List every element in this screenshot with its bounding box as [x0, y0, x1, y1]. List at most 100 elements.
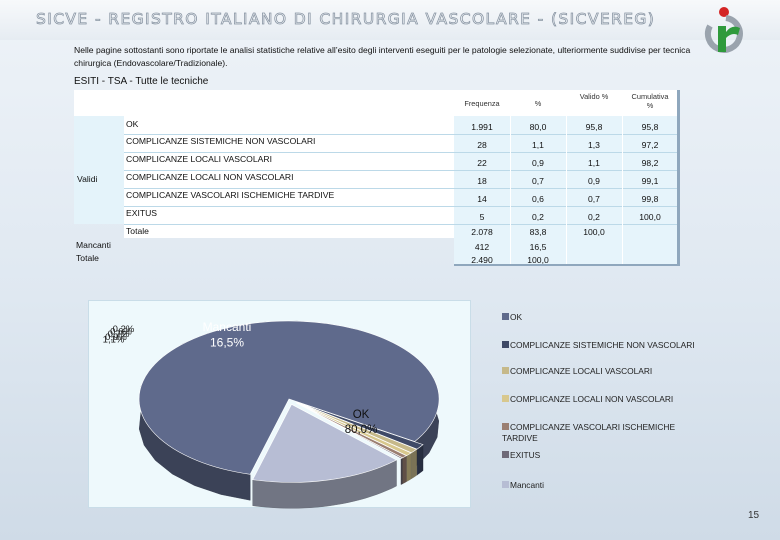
legend-label: COMPLICANZE LOCALI VASCOLARI — [510, 366, 653, 376]
data-band — [454, 116, 680, 266]
cell-frequenza: 14 — [477, 194, 487, 204]
pie-tops — [138, 320, 440, 483]
row-separator — [124, 206, 680, 207]
pie-slice-side — [406, 452, 412, 482]
legend-swatch — [502, 313, 509, 320]
cell-frequenza: 1.991 — [471, 122, 493, 132]
legend-swatch — [502, 341, 509, 348]
missing-pct: 16,5 — [529, 242, 547, 252]
cell-valido: 95,8 — [585, 122, 603, 132]
group-band — [74, 116, 124, 224]
column-line — [622, 116, 623, 266]
legend-swatch — [502, 395, 509, 402]
cell-pct: 0,6 — [532, 194, 544, 204]
table-header-band — [74, 90, 680, 116]
row-label: COMPLICANZE LOCALI VASCOLARI — [126, 154, 272, 164]
col-header-pct: % — [534, 99, 542, 108]
col-header-cumulativa: Cumulativa % — [631, 92, 669, 110]
legend-item: EXITUS — [502, 450, 707, 461]
row-label: COMPLICANZE VASCOLARI ISCHEMICHE TARDIVE — [126, 190, 335, 200]
legend-item: OK — [502, 312, 707, 323]
cell-pct: 0,9 — [532, 158, 544, 168]
cell-pct: 0,7 — [532, 176, 544, 186]
row-separator — [124, 152, 680, 153]
grand-total-label: Totale — [76, 253, 99, 263]
cell-cumulativa: 99,8 — [641, 194, 659, 204]
group-label-validi: Validi — [77, 174, 98, 184]
pie-slice-complicanze-locali-vascolari — [296, 402, 418, 454]
cell-valido: 0,9 — [588, 176, 600, 186]
legend-label: COMPLICANZE SISTEMICHE NON VASCOLARI — [510, 340, 695, 350]
page-title: SICVE - REGISTRO ITALIANO DI CHIRURGIA V… — [36, 10, 656, 29]
col-header-frequenza: Frequenza — [464, 99, 500, 108]
label-band — [124, 116, 454, 238]
pie-chart: OK 80,0% 1,1%0,9%0,7%0,6%0,2% Mancanti 16,5% — [103, 320, 440, 509]
row-label: OK — [126, 119, 139, 129]
missing-label: Mancanti — [76, 240, 111, 250]
cell-pct: 80,0 — [529, 122, 547, 132]
cell-cumulativa: 98,2 — [641, 158, 659, 168]
cell-valido: 0,7 — [588, 194, 600, 204]
row-label: EXITUS — [126, 208, 158, 218]
grand-total-frequenza: 2.490 — [471, 255, 493, 265]
column-line — [566, 116, 567, 266]
row-separator — [124, 188, 680, 189]
registry-logo — [705, 7, 743, 53]
legend-item: COMPLICANZE LOCALI NON VASCOLARI — [502, 394, 707, 405]
pie-data-label: 0,7% — [108, 329, 130, 340]
column-line — [510, 116, 511, 266]
cell-frequenza: 2.078 — [471, 227, 493, 237]
grand-total-pct: 100,0 — [527, 255, 549, 265]
pie-slice-side — [411, 448, 417, 480]
legend-label: OK — [510, 312, 523, 322]
header-band — [0, 0, 780, 40]
legend-item: COMPLICANZE SISTEMICHE NON VASCOLARI — [502, 340, 707, 351]
pie-labels: OK 80,0% 1,1%0,9%0,7%0,6%0,2% Mancanti 16,5% — [103, 320, 378, 436]
cell-pct: 1,1 — [532, 140, 544, 150]
pie-slice-exitus — [295, 402, 403, 459]
cell-frequenza: 22 — [477, 158, 487, 168]
cell-pct: 0,2 — [532, 212, 544, 222]
cell-frequenza: 5 — [479, 212, 485, 222]
intro-text: Nelle pagine sottostanti sono riportate … — [74, 45, 691, 68]
pie-data-label: OK 80,0% — [345, 409, 378, 436]
pie-data-label: Mancanti 16,5% — [203, 320, 252, 350]
pie-slice-side — [402, 455, 407, 485]
legend-label: Mancanti — [510, 480, 544, 490]
legend-swatch — [502, 423, 509, 430]
pie-slice-ok — [138, 320, 440, 475]
table-edge — [677, 90, 680, 266]
cell-valido: 100,0 — [583, 227, 605, 237]
pie-slice-side — [416, 444, 424, 476]
pie-data-label: 0,9% — [105, 332, 127, 343]
outcome-table: Frequenza % Valido % Cumulativa % Validi… — [74, 90, 680, 266]
cell-pct: 83,8 — [529, 227, 547, 237]
cell-valido: 0,2 — [588, 212, 600, 222]
page-number: 15 — [748, 510, 760, 521]
missing-frequenza: 412 — [474, 242, 490, 252]
pie-chart-area: OK 80,0% 1,1% 0,9% 0,7% 0,6% 0,2% Mancanti 16,5% — [88, 300, 471, 509]
legend-label: EXITUS — [510, 450, 541, 460]
legend-item: Mancanti — [502, 480, 707, 491]
legend-swatch — [502, 451, 509, 458]
pie-slice-mancanti — [252, 403, 398, 483]
cell-cumulativa: 95,8 — [641, 122, 659, 132]
legend-item: COMPLICANZE LOCALI VASCOLARI — [502, 366, 707, 377]
pie-slice-side — [400, 457, 403, 485]
row-separator — [124, 170, 680, 171]
cell-cumulativa: 100,0 — [639, 212, 661, 222]
chart-legend: OK COMPLICANZE SISTEMICHE NON VASCOLARI CO… — [496, 300, 716, 508]
row-label-totale: Totale — [126, 226, 149, 236]
pie-slice-complicanze-sistemiche-non-vascolari — [297, 401, 424, 450]
legend-swatch — [502, 367, 509, 374]
row-label: COMPLICANZE LOCALI NON VASCOLARI — [126, 172, 294, 182]
col-header-valido: Valido % — [579, 92, 609, 101]
cell-frequenza: 18 — [477, 176, 487, 186]
pie-data-label: 0,2% — [113, 324, 135, 335]
pie-data-label: 1,1% — [103, 334, 125, 345]
cell-valido: 1,3 — [588, 140, 600, 150]
legend-item: COMPLICANZE VASCOLARI ISCHEMICHE TARDIVE — [502, 422, 707, 444]
table-bottom-edge — [454, 264, 680, 266]
legend-label: COMPLICANZE LOCALI NON VASCOLARI — [510, 394, 674, 404]
pie-data-label: 0,6% — [110, 327, 132, 338]
